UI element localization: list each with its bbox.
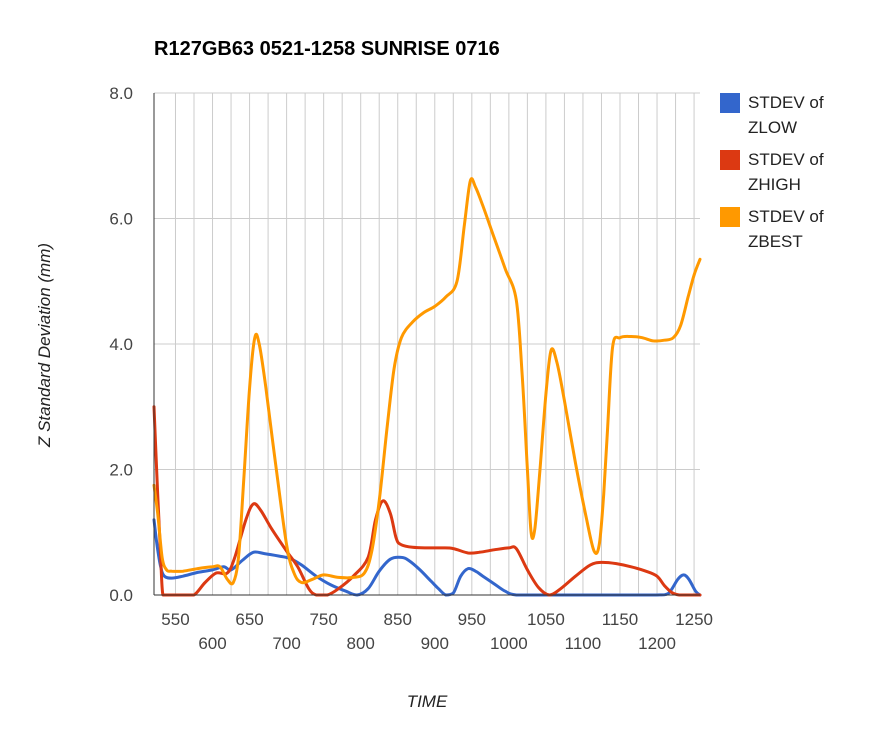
gridlines [154, 92, 700, 596]
y-tick-label: 4.0 [109, 335, 133, 354]
x-tick-label: 650 [235, 610, 263, 629]
legend-label-zbest: STDEV of ZBEST [748, 207, 824, 251]
series-lines [152, 177, 702, 597]
axes [153, 93, 700, 596]
y-tick-label: 2.0 [109, 461, 133, 480]
x-tick-label: 1200 [638, 634, 676, 653]
x-tick-label: 550 [161, 610, 189, 629]
x-tick-label: 800 [347, 634, 375, 653]
x-tick-label: 850 [384, 610, 412, 629]
y-tick-label: 8.0 [109, 84, 133, 103]
legend-swatch-zbest [720, 207, 740, 227]
y-tick-label: 0.0 [109, 586, 133, 605]
x-tick-label: 750 [309, 610, 337, 629]
legend-label-zlow: STDEV of ZLOW [748, 93, 824, 137]
legend-label-zhigh: STDEV of ZHIGH [748, 150, 824, 194]
y-tick-label: 6.0 [109, 210, 133, 229]
x-tick-label: 950 [458, 610, 486, 629]
legend-swatch-zlow [720, 93, 740, 113]
x-tick-label: 1050 [527, 610, 565, 629]
chart-title: R127GB63 0521-1258 SUNRISE 0716 [154, 38, 500, 60]
x-tick-label: 900 [421, 634, 449, 653]
x-tick-label: 1100 [565, 634, 602, 653]
x-tick-label: 700 [272, 634, 300, 653]
x-tick-label: 1150 [602, 610, 639, 629]
legend-swatch-zhigh [720, 150, 740, 170]
tick-labels: 0.0 2.0 4.0 6.0 8.0 550 650 750 850 950 1050 1150 12… [109, 84, 713, 653]
series-line-zbest [152, 177, 702, 586]
series-line-zhigh [152, 405, 702, 597]
x-axis-title: TIME [406, 692, 448, 711]
x-tick-label: 600 [198, 634, 226, 653]
x-tick-label: 1250 [675, 610, 713, 629]
x-tick-label: 1000 [490, 634, 528, 653]
